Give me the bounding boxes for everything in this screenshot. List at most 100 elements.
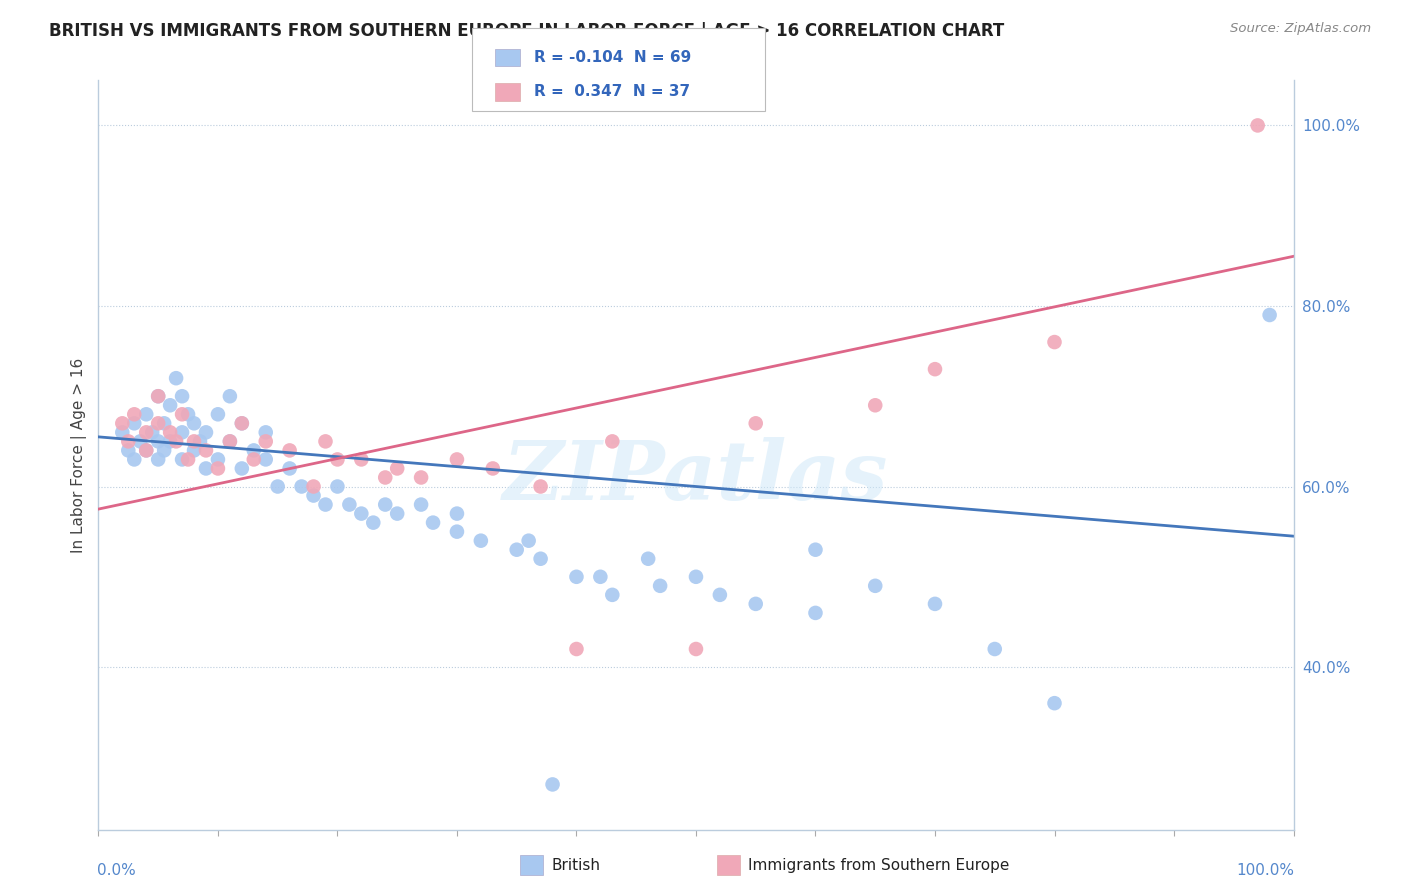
Point [984, 642, 1007, 657]
Point [159, 434, 181, 449]
Point [865, 398, 887, 412]
Text: British: British [551, 858, 600, 872]
Point [195, 461, 218, 475]
Point [219, 434, 242, 449]
Point [648, 579, 672, 593]
Point [183, 417, 205, 431]
Text: 0.0%: 0.0% [97, 863, 136, 879]
Point [195, 425, 218, 440]
Point [589, 570, 612, 584]
Point [153, 417, 176, 431]
Text: R = -0.104  N = 69: R = -0.104 N = 69 [534, 50, 692, 65]
Point [195, 443, 218, 458]
Point [243, 443, 266, 458]
Point [117, 443, 139, 458]
Point [291, 479, 314, 493]
Point [159, 425, 181, 440]
Point [804, 542, 827, 557]
Point [111, 417, 134, 431]
Point [124, 407, 146, 421]
Point [278, 461, 301, 475]
Point [148, 389, 170, 403]
Point [1258, 308, 1281, 322]
Point [1043, 696, 1066, 710]
Point [315, 498, 337, 512]
Point [1247, 119, 1270, 133]
Point [339, 498, 361, 512]
Point [172, 425, 194, 440]
Point [374, 498, 396, 512]
Point [350, 507, 373, 521]
Text: Source: ZipAtlas.com: Source: ZipAtlas.com [1230, 22, 1371, 36]
Point [231, 417, 253, 431]
Point [148, 389, 170, 403]
Point [481, 461, 505, 475]
Point [172, 452, 194, 467]
Point [165, 434, 187, 449]
Point [148, 434, 170, 449]
Point [804, 606, 827, 620]
Point [506, 542, 529, 557]
Point [135, 443, 157, 458]
Point [207, 461, 229, 475]
Point [530, 479, 553, 493]
Text: ZIPatlas: ZIPatlas [503, 437, 889, 517]
Point [326, 479, 349, 493]
Point [446, 452, 468, 467]
Point [470, 533, 492, 548]
Point [637, 551, 659, 566]
Point [129, 434, 152, 449]
Point [111, 425, 134, 440]
Point [315, 434, 337, 449]
Text: R =  0.347  N = 37: R = 0.347 N = 37 [534, 85, 690, 99]
Point [422, 516, 444, 530]
Point [411, 470, 433, 484]
Point [117, 434, 139, 449]
Point [565, 642, 588, 657]
Point [148, 452, 170, 467]
Point [363, 516, 385, 530]
Point [231, 417, 253, 431]
Point [745, 597, 768, 611]
Point [924, 362, 946, 376]
Point [709, 588, 731, 602]
Point [446, 507, 468, 521]
Point [172, 407, 194, 421]
Point [1043, 334, 1066, 349]
Point [148, 417, 170, 431]
Point [254, 425, 277, 440]
Point [254, 434, 277, 449]
Point [745, 417, 768, 431]
Point [565, 570, 588, 584]
Point [541, 777, 564, 791]
Point [385, 461, 409, 475]
Point [188, 434, 211, 449]
Point [207, 407, 229, 421]
Point [183, 443, 205, 458]
Point [124, 417, 146, 431]
Point [159, 398, 181, 412]
Point [177, 407, 200, 421]
Point [924, 597, 946, 611]
Point [602, 588, 624, 602]
Point [385, 507, 409, 521]
Point [411, 498, 433, 512]
Point [530, 551, 553, 566]
Point [865, 579, 887, 593]
Text: BRITISH VS IMMIGRANTS FROM SOUTHERN EUROPE IN LABOR FORCE | AGE > 16 CORRELATION: BRITISH VS IMMIGRANTS FROM SOUTHERN EURO… [49, 22, 1004, 40]
Point [141, 425, 163, 440]
Point [172, 389, 194, 403]
Point [135, 443, 157, 458]
Point [165, 371, 187, 385]
Point [302, 479, 325, 493]
Text: 100.0%: 100.0% [1237, 863, 1295, 879]
Point [602, 434, 624, 449]
Point [254, 452, 277, 467]
Point [302, 489, 325, 503]
Point [278, 443, 301, 458]
Point [326, 452, 349, 467]
Point [219, 389, 242, 403]
Point [135, 425, 157, 440]
Point [153, 443, 176, 458]
Point [219, 434, 242, 449]
